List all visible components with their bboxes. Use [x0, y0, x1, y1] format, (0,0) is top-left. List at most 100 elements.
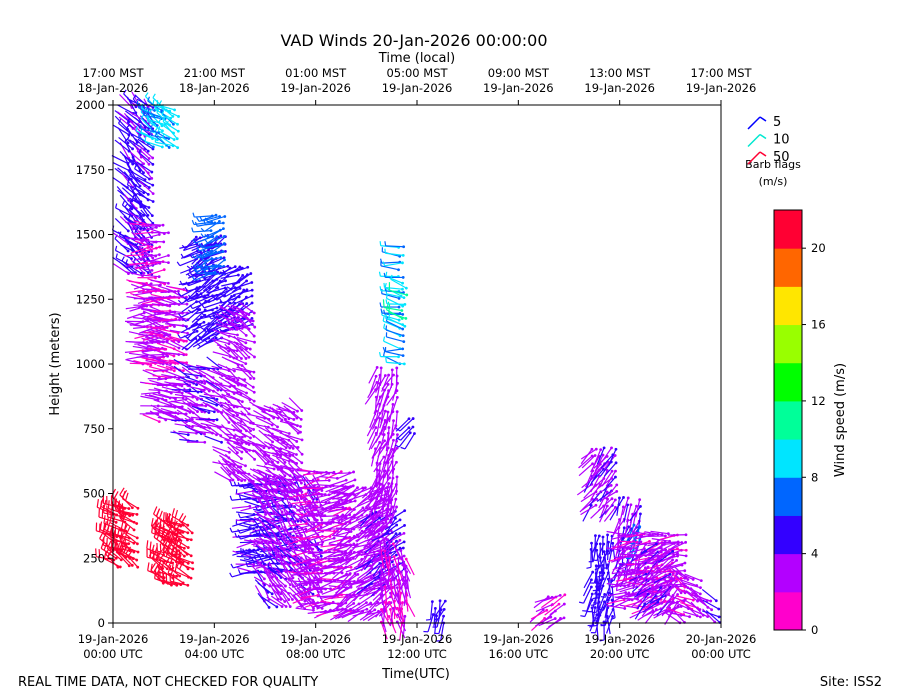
barb-station-dot — [248, 504, 252, 508]
barb-staff — [158, 130, 175, 141]
barb-station-dot — [172, 138, 176, 141]
barb-station-dot — [126, 249, 130, 253]
barb-staff — [132, 345, 151, 350]
wind-barb — [135, 126, 154, 141]
barb-station-dot — [244, 362, 248, 366]
barb-staff — [118, 116, 134, 129]
barb-station-dot — [178, 574, 182, 578]
barb-half-feather — [229, 495, 233, 501]
barb-staff — [114, 110, 130, 123]
barb-station-dot — [295, 440, 299, 443]
barb-cluster — [135, 92, 180, 150]
barb-half-feather — [121, 256, 125, 262]
barb-station-dot — [142, 271, 146, 275]
barb-staff — [320, 565, 339, 568]
wind-barb — [137, 138, 155, 151]
wind-barb — [151, 254, 170, 262]
barb-staff — [119, 194, 133, 210]
barb-half-feather — [126, 180, 130, 186]
barb-station-dot — [132, 541, 136, 545]
barb-station-dot — [222, 227, 225, 231]
barb-half-feather — [115, 203, 118, 209]
barb-staff — [122, 204, 137, 217]
barb-staff — [231, 505, 250, 509]
barb-station-dot — [157, 275, 161, 279]
wind-barb — [130, 259, 146, 275]
barb-staff — [124, 206, 137, 222]
barb-half-feather — [158, 117, 162, 123]
barb-station-dot — [283, 474, 287, 478]
barb-half-feather — [165, 120, 169, 126]
barb-half-feather — [114, 245, 118, 251]
barb-station-dot — [288, 605, 292, 608]
wind-barb — [143, 331, 164, 337]
barb-station-dot — [172, 354, 176, 358]
barb-full-feather — [103, 515, 106, 524]
barb-staff — [235, 519, 254, 522]
barb-station-dot — [308, 586, 312, 589]
barb-station-dot — [146, 271, 150, 274]
barb-station-dot — [203, 432, 206, 436]
barb-station-dot — [161, 129, 164, 133]
barb-station-dot — [160, 145, 164, 149]
barb-staff — [133, 283, 152, 290]
wind-barb — [130, 246, 150, 254]
barb-station-dot — [209, 229, 213, 233]
barb-station-dot — [240, 327, 244, 330]
barb-station-dot — [212, 314, 216, 318]
barb-staff — [225, 358, 243, 367]
barb-station-dot — [176, 146, 180, 150]
barb-full-feather — [103, 550, 107, 559]
barb-station-dot — [304, 492, 308, 496]
barb-staff — [142, 284, 161, 287]
barb-staff — [140, 395, 159, 401]
barb-staff — [133, 183, 149, 195]
barb-staff — [146, 283, 164, 292]
barb-half-feather — [186, 273, 192, 278]
barb-half-feather — [245, 562, 249, 567]
wind-barb — [154, 131, 171, 149]
barb-staff — [124, 270, 143, 277]
barb-full-feather — [95, 548, 97, 557]
barb-station-dot — [142, 227, 146, 231]
wind-barb — [140, 404, 160, 408]
wind-barb — [174, 423, 194, 429]
barb-half-feather — [191, 219, 195, 225]
barb-staff — [145, 354, 164, 356]
barb-staff — [114, 218, 129, 232]
barb-half-feather — [230, 563, 234, 569]
wind-barb — [134, 266, 154, 272]
barb-staff — [194, 215, 213, 218]
barb-staff — [129, 237, 148, 241]
barb-half-feather — [196, 217, 200, 222]
barb-station-dot — [320, 543, 324, 547]
wind-barb — [231, 504, 252, 509]
barb-station-dot — [344, 478, 348, 482]
wind-barb — [103, 515, 123, 532]
wind-barb — [150, 130, 171, 140]
barb-station-dot — [155, 124, 159, 127]
barb-station-dot — [167, 146, 171, 149]
barb-station-dot — [240, 457, 243, 461]
barb-staff — [141, 233, 160, 240]
wind-barb — [150, 279, 170, 285]
barb-station-dot — [349, 565, 353, 569]
barb-staff — [137, 138, 154, 150]
barb-staff — [161, 114, 178, 125]
barb-station-dot — [157, 390, 161, 394]
barb-layer — [95, 89, 722, 642]
barb-station-dot — [240, 357, 243, 360]
barb-staff — [143, 318, 160, 328]
wind-barb — [161, 110, 179, 126]
barb-staff — [142, 320, 161, 328]
barb-station-dot — [181, 396, 185, 400]
barb-staff — [140, 209, 154, 224]
barb-station-dot — [173, 108, 176, 112]
barb-station-dot — [147, 162, 151, 166]
barb-station-dot — [250, 288, 254, 292]
barb-station-dot — [223, 258, 226, 262]
wind-barb — [204, 435, 223, 444]
barb-station-dot — [175, 137, 179, 141]
barb-station-dot — [300, 490, 304, 494]
barb-full-feather — [122, 490, 126, 500]
